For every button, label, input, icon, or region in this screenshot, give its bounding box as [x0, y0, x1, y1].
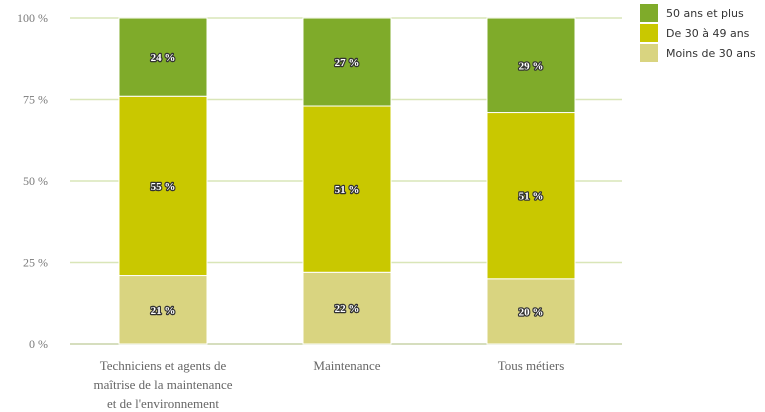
y-tick-label: 25 %: [23, 256, 48, 270]
legend-item-50-plus[interactable]: 50 ans et plus: [640, 3, 765, 23]
legend-label-50-plus: 50 ans et plus: [666, 6, 744, 20]
bar-segment[interactable]: [486, 112, 576, 280]
legend-label-under-30: Moins de 30 ans: [666, 46, 756, 60]
data-label: 20 %: [519, 306, 544, 318]
legend-item-under-30[interactable]: Moins de 30 ans: [640, 43, 765, 63]
bar-segment[interactable]: [302, 105, 392, 273]
data-label: 21 %: [151, 305, 176, 317]
y-tick-label: 50 %: [23, 174, 48, 188]
x-axis: Techniciens et agents de maîtrise de la m…: [94, 358, 565, 411]
legend: 50 ans et plus De 30 à 49 ans Moins de 3…: [640, 3, 765, 63]
bar-segment[interactable]: [486, 278, 576, 345]
y-tick-label: 75 %: [23, 93, 48, 107]
x-category-label: Techniciens et agents de: [100, 358, 227, 373]
data-label: 51 %: [519, 191, 544, 203]
bar-segment[interactable]: [118, 275, 208, 345]
x-category-label: et de l'environnement: [107, 396, 219, 411]
data-label: 24 %: [151, 52, 176, 64]
data-label: 55 %: [151, 181, 176, 193]
bar-segment[interactable]: [118, 95, 208, 277]
bar-segment[interactable]: [486, 17, 576, 114]
legend-item-30-49[interactable]: De 30 à 49 ans: [640, 23, 765, 43]
x-category-label: maîtrise de la maintenance: [94, 377, 233, 392]
data-label: 27 %: [335, 57, 360, 69]
legend-swatch-under-30: [640, 44, 658, 62]
data-label: 22 %: [335, 303, 360, 315]
y-tick-label: 100 %: [17, 11, 48, 25]
data-label: 29 %: [519, 60, 544, 72]
x-category-label: Tous métiers: [498, 358, 565, 373]
legend-label-30-49: De 30 à 49 ans: [666, 26, 750, 40]
y-axis: 0 % 25 % 50 % 75 % 100 %: [17, 11, 48, 351]
y-tick-label: 0 %: [29, 337, 48, 351]
data-label: 51 %: [335, 184, 360, 196]
legend-swatch-50-plus: [640, 4, 658, 22]
bars: 21 % 55 % 24 % 22 % 51 % 27 % 20 % 51 % 29 %: [118, 17, 576, 345]
x-category-label: Maintenance: [313, 358, 380, 373]
bar-segment[interactable]: [118, 17, 208, 97]
bar-segment[interactable]: [302, 17, 392, 107]
legend-swatch-30-49: [640, 24, 658, 42]
